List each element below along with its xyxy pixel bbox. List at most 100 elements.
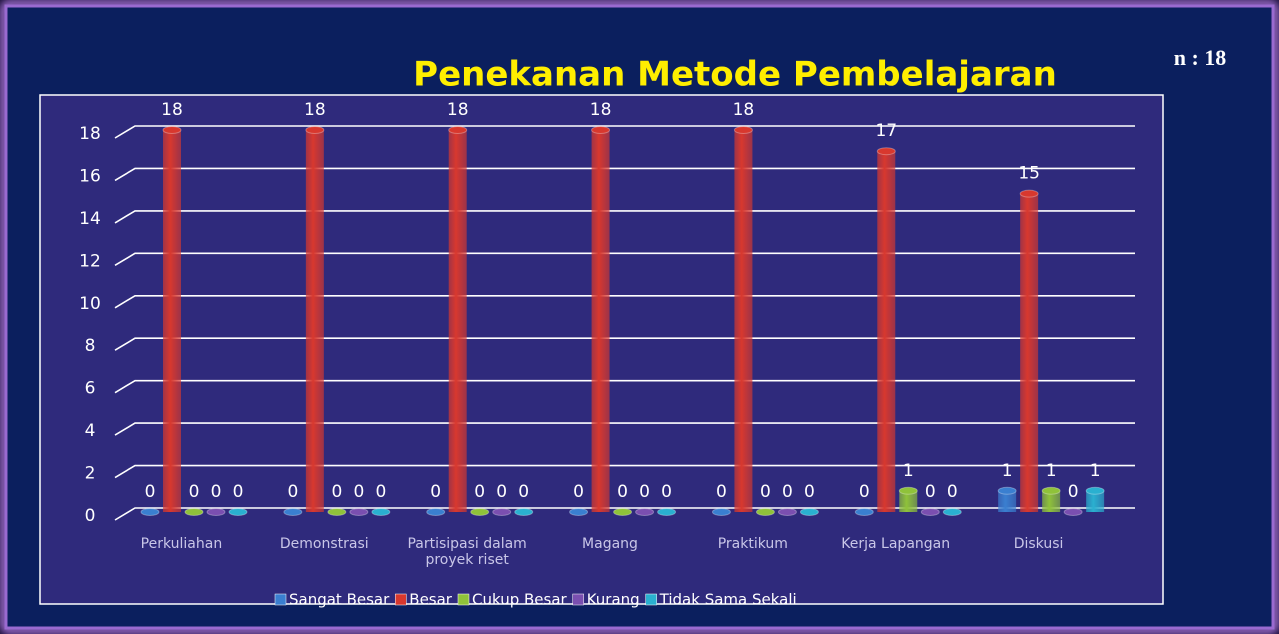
legend-swatch xyxy=(645,593,657,606)
bar-cap xyxy=(492,508,512,516)
bar xyxy=(734,130,753,512)
bar-cap xyxy=(657,508,677,516)
bar-cap xyxy=(755,508,775,516)
bar-cap xyxy=(942,508,962,516)
y-tick-label: 0 xyxy=(85,506,96,526)
bar xyxy=(1020,193,1039,512)
data-label: 1 xyxy=(1046,461,1057,481)
data-label: 0 xyxy=(211,482,222,502)
y-tick-label: 6 xyxy=(85,379,96,399)
bar-cap xyxy=(569,508,589,516)
bar-cap xyxy=(799,508,819,516)
bar-cap xyxy=(1085,486,1105,495)
data-label: 0 xyxy=(804,482,815,502)
data-label: 0 xyxy=(430,482,441,502)
grid-line xyxy=(114,379,1135,394)
data-label: 18 xyxy=(733,100,755,120)
y-tick-label: 14 xyxy=(79,209,101,229)
bar-cap xyxy=(140,508,160,516)
data-label: 0 xyxy=(617,482,628,502)
grid-line xyxy=(114,167,1135,182)
legend-label: Sangat Besar xyxy=(289,591,390,609)
data-label: 15 xyxy=(1018,164,1040,184)
bar-cap xyxy=(283,508,303,516)
bar xyxy=(163,130,181,512)
legend-swatch xyxy=(457,593,470,606)
bar-cap xyxy=(591,126,611,134)
x-tick-label: Kerja Lapangan xyxy=(841,536,951,552)
data-label: 0 xyxy=(716,482,727,502)
bar xyxy=(899,490,918,512)
data-label: 0 xyxy=(925,482,936,502)
data-label: 0 xyxy=(859,482,870,502)
bar-cap xyxy=(777,508,797,516)
bar-cap xyxy=(349,508,369,516)
bar-cap xyxy=(711,508,731,516)
data-label: 0 xyxy=(353,482,364,502)
data-label: 0 xyxy=(496,482,507,502)
data-label: 0 xyxy=(474,482,485,502)
x-tick-label: Praktikum xyxy=(717,536,788,552)
data-label: 18 xyxy=(590,100,612,120)
bar-cap xyxy=(371,508,391,516)
grid-line xyxy=(114,210,1135,224)
legend-label: Kurang xyxy=(587,591,640,609)
data-label: 0 xyxy=(375,482,386,502)
data-label: 0 xyxy=(661,482,672,502)
data-label: 0 xyxy=(760,482,771,502)
bar-cap xyxy=(1063,508,1083,516)
data-label: 0 xyxy=(233,482,244,502)
y-tick-label: 16 xyxy=(79,166,101,186)
bar-cap xyxy=(228,508,248,516)
data-label: 0 xyxy=(782,482,793,502)
x-tick-label: Partisipasi dalam proyek riset xyxy=(407,536,527,568)
chart-title: Penekanan Metode Pembelajaran xyxy=(413,55,1057,95)
data-label: 0 xyxy=(331,482,342,502)
legend-label: Besar xyxy=(409,591,453,609)
y-tick-label: 12 xyxy=(79,251,101,271)
bar-cap xyxy=(184,508,204,516)
bar xyxy=(305,130,324,512)
grid-line xyxy=(114,125,1135,139)
bar xyxy=(1042,490,1061,512)
legend-swatch xyxy=(274,593,287,606)
bar-cap xyxy=(305,126,325,134)
y-tick-label: 2 xyxy=(85,464,96,484)
legend-swatch xyxy=(395,593,407,606)
bar-cap xyxy=(162,126,182,134)
data-label: 0 xyxy=(189,482,200,502)
bar xyxy=(1086,490,1105,512)
bar-cap xyxy=(448,126,468,134)
bar-cap xyxy=(920,508,940,516)
bar-cap xyxy=(854,508,874,516)
data-label: 18 xyxy=(447,100,469,120)
data-label: 0 xyxy=(573,482,584,502)
data-label: 0 xyxy=(287,482,298,502)
bar-cap xyxy=(635,508,655,516)
data-label: 1 xyxy=(1090,461,1101,481)
y-tick-label: 4 xyxy=(85,421,96,441)
bar-cap xyxy=(733,126,753,134)
data-label: 18 xyxy=(161,100,183,120)
x-tick-label: Magang xyxy=(582,536,638,552)
x-tick-label: Diskusi xyxy=(1013,536,1064,552)
grid-line xyxy=(114,294,1135,309)
bar-cap xyxy=(997,486,1017,495)
data-label: 0 xyxy=(1068,482,1079,502)
bar-cap xyxy=(1041,486,1061,495)
x-tick-label: Demonstrasi xyxy=(279,536,369,552)
data-label: 0 xyxy=(639,482,650,502)
bar xyxy=(877,151,896,512)
bar-cap xyxy=(426,508,446,516)
bar-cap xyxy=(514,508,534,516)
grid-line xyxy=(114,337,1135,351)
grid-line xyxy=(114,464,1135,479)
data-label: 0 xyxy=(518,482,529,502)
legend-label: Tidak Sama Sekali xyxy=(659,591,797,609)
data-label: 0 xyxy=(145,482,156,502)
data-label: 1 xyxy=(1002,461,1013,481)
x-tick-label: Perkuliahan xyxy=(140,536,223,552)
